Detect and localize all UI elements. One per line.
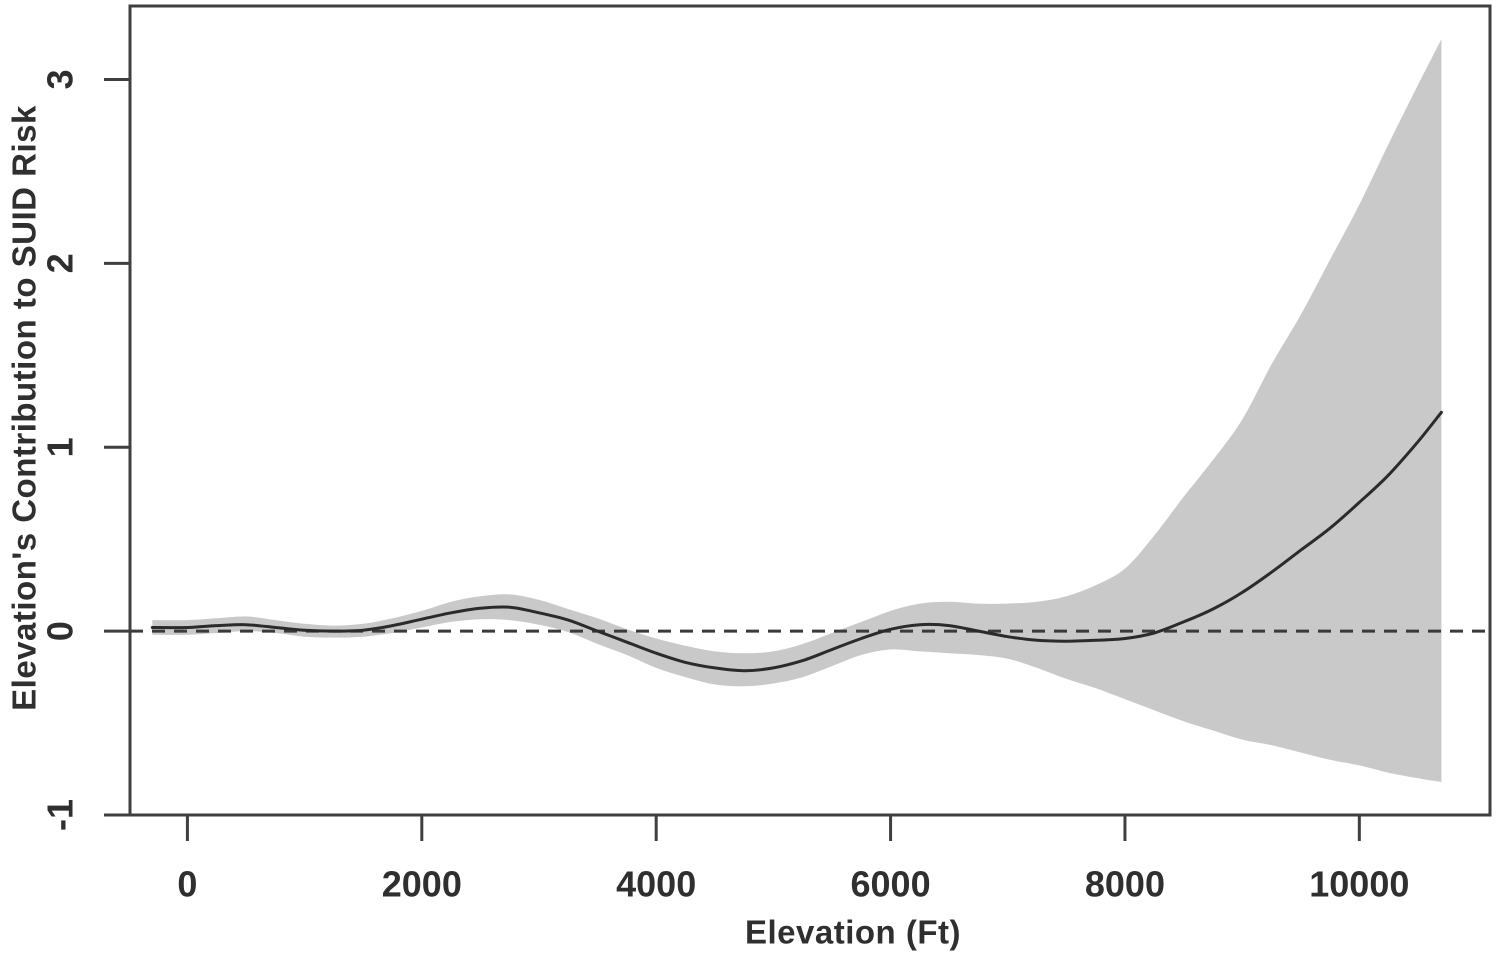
y-axis-tick-label: 3 bbox=[40, 69, 81, 89]
y-axis-tick-label: 0 bbox=[40, 621, 81, 641]
x-axis-tick-label: 6000 bbox=[851, 864, 931, 905]
y-axis-title: Elevation's Contribution to SUID Risk bbox=[6, 105, 43, 711]
plot-border bbox=[128, 4, 1492, 817]
y-axis-tick-label: 2 bbox=[40, 253, 81, 273]
x-axis-tick-label: 0 bbox=[177, 864, 197, 905]
x-axis-tick-label: 4000 bbox=[616, 864, 696, 905]
plot-layers: 0 2000 4000 6000 8000 10000 -1 0 1 2 3 bbox=[40, 4, 1492, 905]
x-axis-tick-label: 8000 bbox=[1085, 864, 1165, 905]
y-axis-tick-label: -1 bbox=[40, 799, 81, 831]
x-axis-tick-label: 10000 bbox=[1309, 864, 1409, 905]
y-axis-tick-label: 1 bbox=[40, 437, 81, 457]
confidence-band bbox=[152, 39, 1442, 782]
smooth-fit-line bbox=[150, 410, 1443, 673]
x-axis-title: Elevation (Ft) bbox=[745, 914, 961, 951]
x-axis-tick-label: 2000 bbox=[382, 864, 462, 905]
